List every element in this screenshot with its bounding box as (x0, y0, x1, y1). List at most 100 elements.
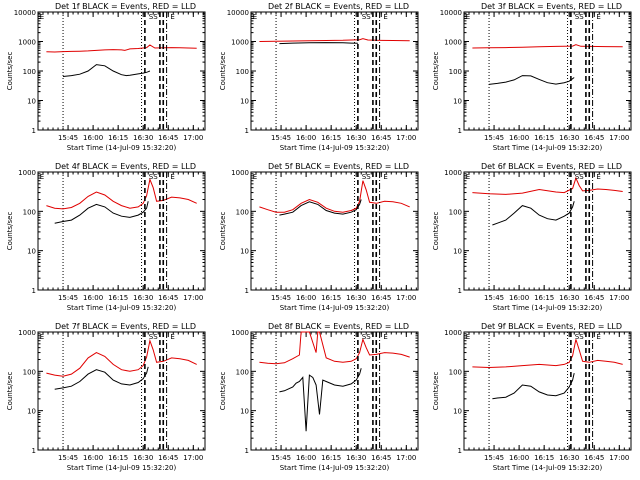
series-lld-line (259, 180, 410, 213)
plot-frame (37, 171, 206, 291)
x-tick-label: 15:45 (271, 294, 291, 302)
y-tick-label: 10 (453, 248, 462, 256)
y-tick-label: 100 (23, 68, 36, 76)
chart-title: Det 1f BLACK = Events, RED = LLD (55, 2, 196, 11)
marker-label-e: E (383, 333, 387, 341)
x-tick-label: 16:30 (559, 134, 579, 142)
series-lld-line (46, 44, 197, 53)
chart-title: Det 8f BLACK = Events, RED = LLD (268, 322, 409, 331)
marker-label-e-left: E (253, 333, 257, 341)
x-tick-label: 16:45 (371, 454, 391, 462)
y-axis-label: Counts/sec (6, 212, 14, 251)
y-tick-label: 1000 (231, 39, 249, 47)
y-tick-label: 1 (458, 127, 462, 135)
y-tick-label: 1000 (444, 39, 462, 47)
series-events-line (488, 75, 575, 85)
y-axis-label: Counts/sec (432, 52, 440, 91)
x-tick-label: 16:45 (158, 294, 178, 302)
x-tick-label: 16:15 (108, 134, 128, 142)
panel-det-8: Det 8f BLACK = Events, RED = LLD 1 10 100 10… (219, 322, 419, 472)
marker-label-e: E (170, 13, 174, 21)
y-tick-label: 1000 (18, 329, 36, 337)
y-tick-label: 10 (240, 98, 249, 106)
marker-label-e-left: E (40, 333, 44, 341)
marker-label-ss: SS (149, 173, 158, 181)
x-axis-label: Start Time (14-Jul-09 15:32:20) (67, 304, 177, 312)
y-tick-label: 10 (453, 408, 462, 416)
x-tick-label: 17:00 (609, 294, 629, 302)
series-lld-line (259, 331, 410, 365)
x-tick-label: 15:45 (271, 454, 291, 462)
x-tick-label: 16:45 (584, 294, 604, 302)
y-tick-label: 1000 (444, 169, 462, 177)
y-axis-label: Counts/sec (219, 52, 227, 91)
series-lld-line (259, 38, 410, 42)
x-axis-label: Start Time (14-Jul-09 15:32:20) (280, 464, 390, 472)
marker-label-e: E (383, 173, 387, 181)
x-tick-label: 16:45 (158, 134, 178, 142)
series-events-line (54, 366, 149, 390)
x-axis-label: Start Time (14-Jul-09 15:32:20) (67, 464, 177, 472)
plot-frame (37, 11, 206, 131)
marker-label-e: E (596, 333, 600, 341)
y-tick-label: 1000 (444, 329, 462, 337)
x-tick-label: 16:15 (108, 294, 128, 302)
series-events-line (492, 372, 575, 400)
x-tick-label: 16:00 (296, 134, 316, 142)
panel-det-9: Det 9f BLACK = Events, RED = LLD 1 10 100 10… (432, 322, 632, 472)
x-tick-label: 16:30 (559, 294, 579, 302)
series-events-line (54, 201, 149, 224)
x-tick-label: 16:15 (321, 134, 341, 142)
plot-frame (250, 331, 419, 451)
y-tick-label: 1 (245, 287, 249, 295)
x-tick-label: 15:45 (484, 134, 504, 142)
marker-label-ss: SS (362, 13, 371, 21)
y-tick-label: 10 (240, 408, 249, 416)
x-tick-label: 16:00 (296, 294, 316, 302)
series-events-line (492, 201, 575, 226)
marker-label-e: E (170, 333, 174, 341)
x-tick-label: 15:45 (484, 454, 504, 462)
plot-frame (463, 11, 632, 131)
y-tick-label: 1 (458, 447, 462, 455)
y-tick-label: 100 (23, 368, 36, 376)
y-tick-label: 1000 (231, 169, 249, 177)
x-tick-label: 16:30 (133, 454, 153, 462)
y-axis-label: Counts/sec (432, 212, 440, 251)
y-tick-label: 10000 (227, 9, 249, 17)
x-tick-label: 17:00 (396, 134, 416, 142)
x-axis-label: Start Time (14-Jul-09 15:32:20) (280, 144, 390, 152)
y-tick-label: 1 (245, 447, 249, 455)
y-tick-label: 10000 (440, 9, 462, 17)
x-tick-label: 15:45 (58, 294, 78, 302)
y-tick-label: 100 (23, 208, 36, 216)
panel-det-1: Det 1f BLACK = Events, RED = LLD 1 10 100 10… (6, 2, 206, 152)
x-tick-label: 17:00 (396, 454, 416, 462)
y-axis-label: Counts/sec (6, 52, 14, 91)
y-tick-label: 1000 (231, 329, 249, 337)
chart-title: Det 9f BLACK = Events, RED = LLD (481, 322, 622, 331)
marker-label-ss: SS (575, 173, 584, 181)
x-tick-label: 16:00 (83, 294, 103, 302)
y-tick-label: 100 (449, 68, 462, 76)
y-axis-label: Counts/sec (432, 372, 440, 411)
y-tick-label: 100 (236, 368, 249, 376)
x-tick-label: 17:00 (396, 294, 416, 302)
y-tick-label: 1 (32, 287, 36, 295)
y-tick-label: 10000 (14, 9, 36, 17)
y-tick-label: 1000 (18, 39, 36, 47)
marker-label-ss: SS (362, 333, 371, 341)
x-axis-label: Start Time (14-Jul-09 15:32:20) (493, 464, 603, 472)
marker-label-e: E (596, 13, 600, 21)
marker-label-e-left: E (40, 13, 44, 21)
y-tick-label: 10 (240, 248, 249, 256)
series-lld-line (472, 44, 623, 49)
x-tick-label: 16:00 (509, 454, 529, 462)
series-lld-line (472, 339, 623, 369)
x-tick-label: 16:30 (346, 454, 366, 462)
marker-label-e-left: E (40, 173, 44, 181)
chart-title: Det 2f BLACK = Events, RED = LLD (268, 2, 409, 11)
x-tick-label: 15:45 (58, 454, 78, 462)
x-tick-label: 16:30 (133, 134, 153, 142)
x-tick-label: 17:00 (183, 134, 203, 142)
